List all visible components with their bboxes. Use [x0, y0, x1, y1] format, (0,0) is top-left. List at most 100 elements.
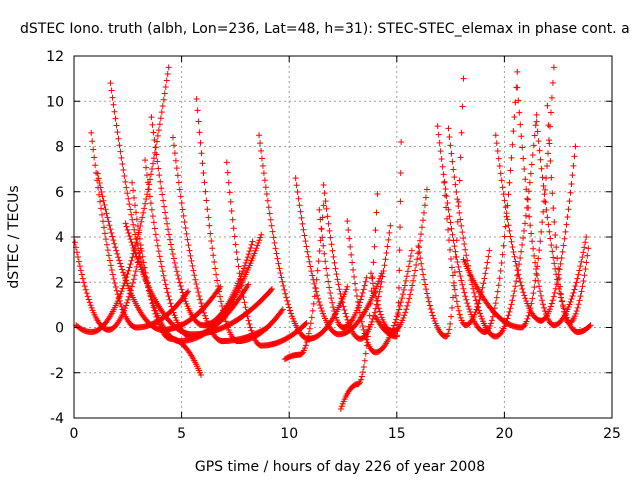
data-point [547, 235, 554, 242]
data-point [246, 248, 253, 255]
data-point [326, 227, 333, 234]
data-point [138, 247, 145, 254]
data-point [539, 174, 546, 181]
data-point [98, 188, 105, 195]
data-point [110, 101, 117, 108]
data-point [166, 236, 173, 243]
data-point [377, 311, 384, 318]
data-point [233, 249, 240, 256]
data-point [516, 275, 523, 282]
y-axis-label: dSTEC / TECUs [6, 185, 22, 288]
data-point [104, 214, 111, 221]
data-point [152, 310, 159, 317]
data-point [94, 170, 101, 177]
data-point [467, 318, 474, 325]
data-point [536, 147, 543, 154]
data-point [181, 219, 188, 225]
data-point [136, 235, 143, 242]
data-point [124, 190, 131, 197]
data-point [97, 184, 104, 191]
data-point [102, 206, 109, 213]
data-point [170, 142, 177, 149]
data-point [296, 202, 303, 209]
data-point [363, 336, 370, 343]
data-point [203, 197, 210, 204]
data-point [327, 289, 334, 296]
data-point [378, 314, 385, 321]
data-point [460, 235, 467, 242]
data-point [561, 308, 568, 315]
data-point [465, 303, 472, 310]
data-point [340, 303, 347, 310]
data-point [550, 64, 557, 71]
data-point [110, 237, 117, 244]
data-point [328, 295, 335, 302]
data-point [455, 263, 462, 270]
data-point [242, 304, 249, 311]
data-point [477, 310, 484, 317]
data-point [228, 207, 235, 214]
data-point [435, 131, 442, 138]
data-point [402, 309, 409, 316]
data-point [411, 272, 418, 279]
data-point [516, 109, 523, 116]
data-point [112, 244, 119, 251]
data-point [331, 259, 338, 266]
data-point [426, 302, 433, 309]
data-point [268, 222, 275, 229]
data-point [541, 308, 548, 315]
data-point [266, 210, 273, 217]
data-point [113, 247, 120, 254]
data-point [113, 287, 120, 294]
data-point [454, 196, 461, 203]
data-point [111, 279, 118, 286]
data-point [546, 228, 553, 235]
data-point [174, 172, 181, 179]
x-axis-label: GPS time / hours of day 226 of year 2008 [195, 459, 485, 475]
data-point [258, 155, 265, 162]
data-point [114, 291, 121, 298]
data-point [120, 269, 127, 276]
data-point [549, 297, 556, 304]
data-point [257, 234, 264, 241]
data-point [573, 279, 580, 286]
data-point [443, 193, 450, 200]
data-point [492, 132, 499, 139]
data-point [142, 200, 149, 207]
data-point [287, 307, 294, 314]
data-point [457, 154, 464, 161]
data-point [186, 247, 193, 254]
data-point [560, 303, 567, 310]
data-point [332, 311, 339, 318]
data-point [508, 154, 515, 161]
data-point [218, 298, 225, 305]
data-point [326, 284, 333, 291]
data-point [354, 305, 361, 312]
data-point [397, 198, 404, 205]
data-point [259, 162, 266, 169]
data-point [169, 134, 176, 141]
data-point [77, 267, 84, 274]
data-point [457, 314, 464, 321]
data-point [443, 333, 450, 340]
data-point [345, 227, 352, 234]
data-point [283, 294, 290, 301]
data-point [542, 199, 549, 206]
data-point [167, 300, 174, 307]
data-point [247, 324, 254, 331]
data-point [302, 238, 309, 245]
data-point [181, 295, 188, 302]
data-point [342, 310, 349, 317]
data-point [471, 289, 478, 296]
data-point [268, 287, 275, 294]
data-point [531, 252, 538, 259]
x-tick-label: 5 [177, 426, 186, 442]
data-point [116, 257, 123, 264]
data-point [307, 263, 314, 270]
y-tick-label: -2 [50, 366, 64, 382]
data-point [126, 201, 133, 208]
data-point [109, 271, 116, 278]
data-point [581, 272, 588, 279]
data-point [182, 298, 189, 305]
data-point [350, 266, 357, 273]
